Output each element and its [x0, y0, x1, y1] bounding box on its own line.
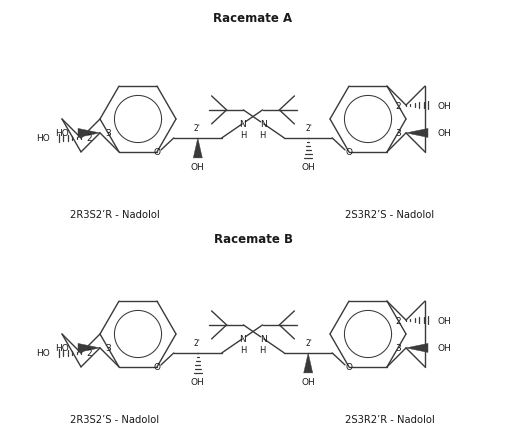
Text: O: O — [345, 363, 352, 371]
Text: O: O — [154, 148, 161, 157]
Polygon shape — [78, 129, 100, 138]
Text: 3: 3 — [395, 344, 401, 353]
Polygon shape — [406, 344, 428, 353]
Text: OH: OH — [191, 377, 205, 386]
Text: 3: 3 — [395, 129, 401, 138]
Text: N: N — [261, 335, 267, 344]
Text: 2: 2 — [395, 316, 401, 325]
Text: Racemate A: Racemate A — [213, 12, 293, 24]
Text: 2S3R2’R - Nadolol: 2S3R2’R - Nadolol — [345, 414, 435, 424]
Text: Racemate B: Racemate B — [213, 233, 293, 246]
Text: HO: HO — [36, 134, 50, 143]
Text: 2R3S2’S - Nadolol: 2R3S2’S - Nadolol — [70, 414, 160, 424]
Polygon shape — [78, 344, 100, 353]
Text: HO: HO — [55, 344, 69, 353]
Text: 3: 3 — [105, 344, 111, 353]
Text: N: N — [239, 335, 245, 344]
Text: OH: OH — [191, 163, 205, 172]
Text: OH: OH — [437, 344, 451, 353]
Text: O: O — [154, 363, 161, 371]
Polygon shape — [193, 138, 202, 158]
Text: 2': 2' — [193, 339, 200, 348]
Text: 2': 2' — [306, 124, 313, 133]
Text: O: O — [345, 148, 352, 157]
Text: H: H — [260, 345, 266, 354]
Text: N: N — [239, 120, 245, 129]
Text: 2': 2' — [306, 339, 313, 348]
Text: H: H — [240, 131, 246, 140]
Text: OH: OH — [437, 101, 451, 110]
Polygon shape — [406, 129, 428, 138]
Text: HO: HO — [55, 129, 69, 138]
Text: 2: 2 — [86, 349, 92, 358]
Text: H: H — [240, 345, 246, 354]
Text: 2: 2 — [86, 134, 92, 143]
Text: 2S3R2’S - Nadolol: 2S3R2’S - Nadolol — [345, 210, 434, 219]
Text: HO: HO — [36, 349, 50, 358]
Text: 2: 2 — [395, 101, 401, 110]
Text: OH: OH — [301, 377, 315, 386]
Text: OH: OH — [437, 316, 451, 325]
Text: 2R3S2’R - Nadolol: 2R3S2’R - Nadolol — [70, 210, 160, 219]
Text: OH: OH — [301, 163, 315, 172]
Polygon shape — [304, 353, 313, 373]
Text: N: N — [261, 120, 267, 129]
Text: 2': 2' — [193, 124, 200, 133]
Text: 3: 3 — [105, 129, 111, 138]
Text: H: H — [260, 131, 266, 140]
Text: OH: OH — [437, 129, 451, 138]
